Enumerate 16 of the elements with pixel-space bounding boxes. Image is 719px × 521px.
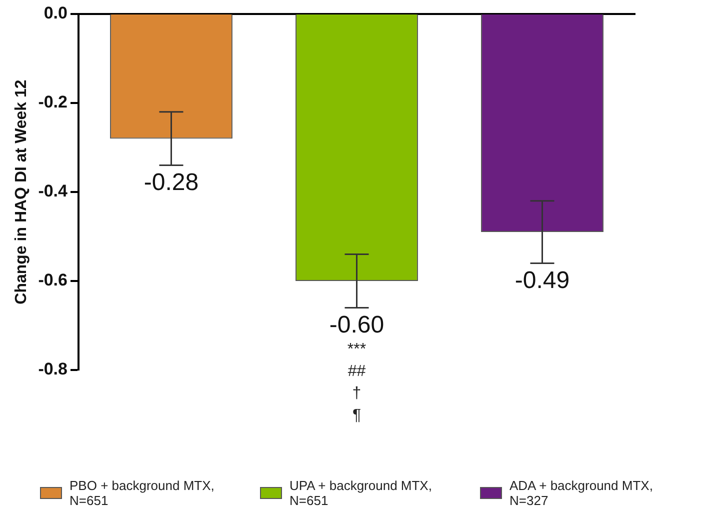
y-tick-label: -0.8 (38, 360, 68, 379)
annotation: ## (348, 363, 366, 380)
data-label: -0.28 (144, 168, 199, 196)
annotation: *** (347, 341, 366, 358)
data-label: -0.60 (329, 311, 384, 338)
data-label: -0.49 (514, 266, 570, 294)
y-tick-label: -0.6 (38, 270, 68, 290)
legend-label: UPA + background MTX, N=651 (290, 478, 433, 508)
text: † (352, 385, 362, 402)
y-tick-label: -0.2 (38, 92, 68, 112)
y-tick-label: -0.4 (38, 182, 68, 201)
text: ¶ (352, 407, 362, 424)
y-axis-title: Change in HAQ DI at Week 12 (13, 80, 30, 304)
y-tick-label: 0.0 (44, 4, 68, 23)
legend-label: ADA + background MTX, N=327 (510, 478, 654, 508)
legend-label: PBO + background MTX, N=651 (70, 478, 216, 508)
